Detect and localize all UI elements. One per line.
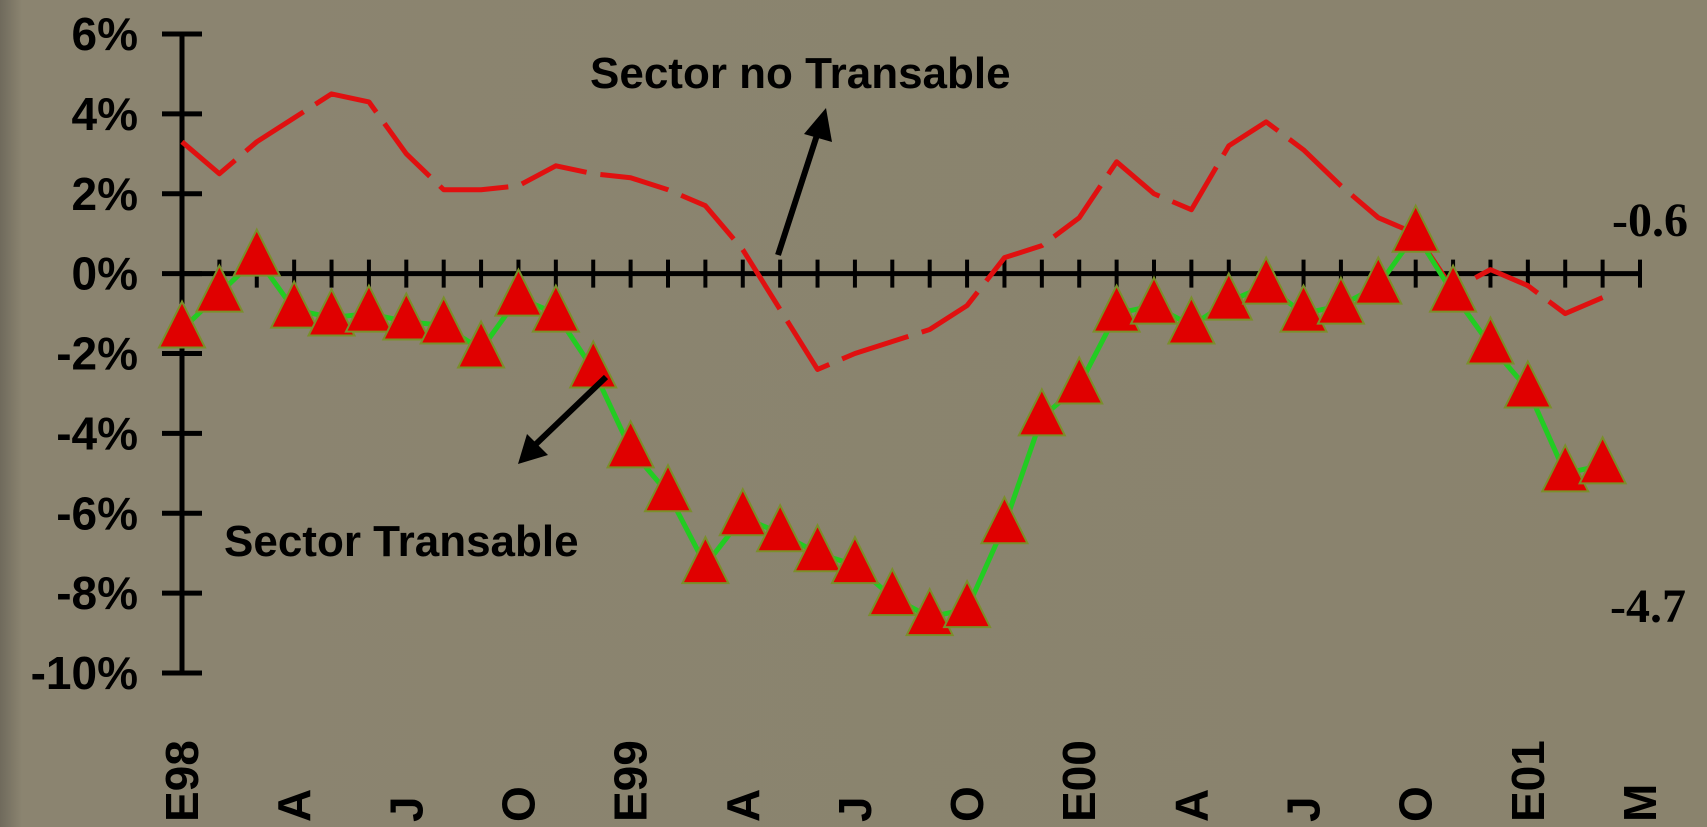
y-tick-label: 2%: [72, 168, 138, 220]
data-point-tradable: [1166, 295, 1217, 345]
y-tick-label: -6%: [56, 487, 138, 539]
data-point-tradable: [1465, 315, 1516, 365]
data-point-tradable: [381, 291, 431, 341]
data-point-tradable: [344, 283, 394, 333]
y-tick-label: -8%: [56, 567, 138, 619]
data-point-tradable: [942, 578, 992, 629]
data-point-tradable: [643, 463, 693, 513]
data-point-tradable: [157, 299, 207, 349]
data-point-tradable: [1091, 283, 1142, 333]
y-tick-label: 6%: [72, 8, 138, 60]
data-point-tradable: [1241, 255, 1291, 305]
x-tick-label: E01: [1502, 740, 1554, 822]
data-point-tradable: [493, 267, 544, 317]
x-tick-label: O: [1390, 786, 1442, 822]
arrowhead-non-tradable: [804, 108, 832, 142]
data-point-tradable: [867, 566, 917, 617]
x-tick-label: E98: [156, 740, 208, 822]
x-tick-label: A: [717, 789, 769, 822]
data-point-tradable: [1316, 275, 1366, 325]
series-tradable-markers: [157, 203, 1628, 637]
data-point-tradable: [830, 534, 880, 585]
end-value-tradable: -4.7: [1610, 580, 1686, 633]
y-tick-label: -10%: [31, 647, 138, 699]
annotation-non-tradable: Sector no Transable: [590, 49, 1011, 98]
y-axis: 6% 4% 2% 0% -2% -4% -6% -8% -10%: [31, 8, 202, 699]
end-value-non-tradable: -0.6: [1612, 194, 1688, 247]
x-tick-label: J: [829, 796, 881, 822]
x-tick-label: M: [1614, 784, 1666, 822]
data-point-tradable: [1577, 435, 1628, 485]
x-tick-label: A: [268, 789, 320, 822]
annotation-tradable: Sector Transable: [224, 517, 579, 566]
arrow-tradable: [532, 374, 609, 448]
data-point-tradable: [1428, 263, 1478, 313]
data-point-tradable: [1017, 387, 1067, 437]
x-tick-label: A: [1165, 789, 1217, 822]
series-line-non-tradable: [180, 91, 1604, 372]
data-point-tradable: [1503, 359, 1553, 409]
data-point-tradable: [232, 227, 282, 277]
data-point-tradable: [194, 263, 245, 313]
data-point-tradable: [269, 279, 319, 329]
y-tick-label: -4%: [56, 407, 138, 459]
data-point-tradable: [680, 534, 731, 585]
data-point-tradable: [605, 419, 656, 469]
x-tick-label: E00: [1053, 740, 1105, 822]
data-point-tradable: [1540, 443, 1590, 493]
x-tick-label: E99: [605, 740, 657, 822]
data-point-tradable: [1129, 275, 1179, 325]
y-tick-label: 4%: [72, 88, 138, 140]
data-point-tradable: [1391, 203, 1441, 253]
data-point-tradable: [419, 295, 469, 345]
data-point-tradable: [979, 494, 1030, 545]
arrow-non-tradable: [775, 131, 821, 256]
x-tick-label: J: [380, 796, 432, 822]
y-tick-label: -2%: [56, 328, 138, 380]
data-point-tradable: [531, 283, 581, 333]
data-point-tradable: [905, 586, 955, 637]
data-point-tradable: [456, 319, 506, 369]
y-tick-label: 0%: [72, 248, 138, 300]
data-point-tradable: [1204, 271, 1254, 321]
x-tick-label: J: [1278, 796, 1330, 822]
data-point-tradable: [306, 287, 357, 337]
data-point-tradable: [1278, 283, 1329, 333]
data-point-tradable: [755, 502, 805, 553]
data-point-tradable: [1353, 255, 1403, 305]
series-non-tradable: [180, 91, 1604, 372]
x-tick-label: O: [492, 786, 544, 822]
data-point-tradable: [1054, 355, 1104, 405]
data-point-tradable: [792, 522, 843, 573]
x-tick-label: O: [941, 786, 993, 822]
data-point-tradable: [718, 487, 768, 537]
arrowhead-tradable: [518, 434, 548, 464]
